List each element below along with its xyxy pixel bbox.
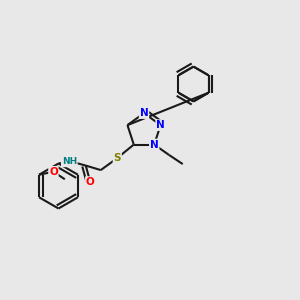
Text: O: O	[86, 177, 94, 187]
Text: S: S	[113, 153, 121, 163]
Text: O: O	[49, 167, 58, 177]
Text: N: N	[150, 140, 159, 150]
Text: N: N	[156, 120, 165, 130]
Text: H: H	[65, 157, 73, 166]
Text: NH: NH	[61, 158, 77, 166]
Text: N: N	[140, 108, 148, 118]
